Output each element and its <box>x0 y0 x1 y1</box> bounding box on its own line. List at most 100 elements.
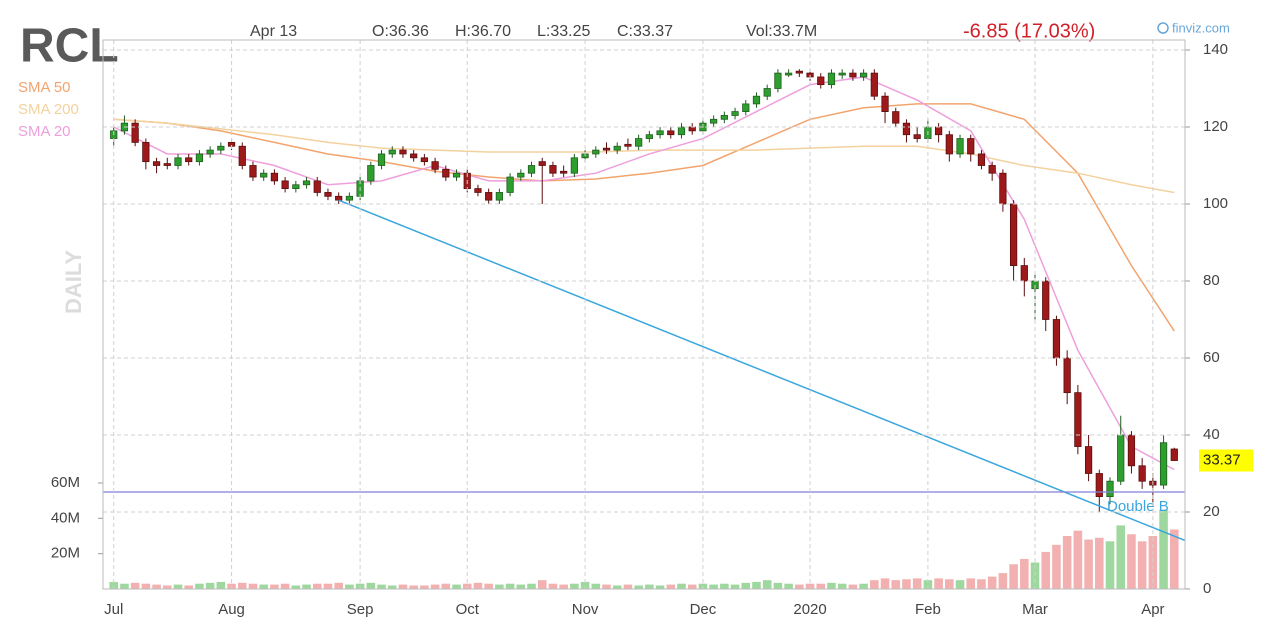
candle-body <box>377 153 386 166</box>
candle-body <box>335 195 343 201</box>
volume-bar <box>1095 537 1104 589</box>
candle-body <box>570 157 578 174</box>
sma-legend: SMA 200 <box>18 101 79 118</box>
volume-bar <box>323 583 333 589</box>
volume-bar <box>537 580 547 589</box>
x-tick-label: Nov <box>572 601 599 618</box>
volume-bar <box>505 583 515 589</box>
y-tick-label: 20 <box>1203 503 1220 520</box>
candle-body <box>881 95 889 112</box>
trendline <box>338 199 1185 542</box>
candle-body <box>945 134 953 155</box>
change: -6.85 (17.03%) <box>963 20 1095 42</box>
volume-bar <box>1041 551 1051 589</box>
candle-body <box>870 72 878 97</box>
volume-bar <box>1020 558 1029 589</box>
volume-bar <box>516 584 526 589</box>
volume-bar <box>559 584 568 589</box>
volume-bar <box>398 584 408 589</box>
volume-bar <box>902 579 911 589</box>
candle-body <box>827 72 836 86</box>
volume-bar <box>741 582 751 589</box>
volume-bar <box>784 583 793 589</box>
candle-body <box>902 122 911 136</box>
candle-body <box>560 170 568 174</box>
volume-bar <box>216 581 226 589</box>
volume-bar <box>795 584 804 589</box>
candle-body <box>602 147 611 151</box>
sma-legend: SMA 50 <box>18 79 71 96</box>
volume-bar <box>634 585 643 589</box>
candle-body <box>485 192 493 201</box>
candle-body <box>163 163 171 166</box>
volume-bar <box>270 584 279 589</box>
candle-body <box>635 138 643 147</box>
volume-bar <box>987 576 997 589</box>
candle-body <box>1170 448 1178 461</box>
candle-body <box>785 72 793 76</box>
volume-bar <box>205 582 215 589</box>
candle-body <box>292 184 300 189</box>
candle-body <box>195 153 204 163</box>
volume-bar <box>580 581 590 589</box>
y-tick-label: 140 <box>1203 41 1228 58</box>
x-tick-label: Aug <box>218 601 245 618</box>
y-tick-label: 60 <box>1203 349 1220 366</box>
open: O:36.36 <box>372 23 429 40</box>
volume-bar <box>334 582 343 589</box>
candle-body <box>442 168 450 178</box>
candle-body <box>1052 319 1061 359</box>
candle-body <box>474 188 482 193</box>
volume-tick-label: 20M <box>51 545 80 562</box>
volume-bar <box>473 582 483 589</box>
sma-line <box>113 76 1175 471</box>
volume-bar <box>602 584 611 589</box>
volume-bar <box>420 585 429 589</box>
candle-body <box>313 180 321 193</box>
volume-bar <box>859 583 868 589</box>
x-tick-label: Jul <box>104 601 123 618</box>
volume-bar <box>312 583 322 589</box>
volume-bar <box>891 580 901 589</box>
volume-bar <box>366 582 376 589</box>
volume-bar <box>623 584 633 589</box>
volume: Vol:33.7M <box>746 23 817 40</box>
candle-body <box>774 72 782 89</box>
volume-bar <box>162 585 172 589</box>
volume-bar <box>752 581 761 589</box>
volume-bar <box>1062 536 1072 589</box>
volume-bar <box>452 584 461 589</box>
volume-bar <box>1170 529 1179 589</box>
volume-bar <box>1116 525 1126 589</box>
candle-body <box>763 88 771 97</box>
candle-body <box>420 157 428 163</box>
candle-body <box>206 149 214 155</box>
volume-bar <box>409 585 418 589</box>
volume-bar <box>130 582 140 589</box>
x-tick-label: Oct <box>456 601 480 618</box>
candle-body <box>1084 446 1093 474</box>
source-icon <box>1157 22 1169 34</box>
volume-bar <box>666 584 676 589</box>
volume-bar <box>645 584 654 589</box>
volume-bar <box>966 578 976 589</box>
period: DAILY <box>61 250 86 314</box>
volume-bar <box>141 583 151 589</box>
low: L:33.25 <box>537 23 590 40</box>
price-label: 33.37 <box>1203 451 1241 468</box>
sma-line <box>113 103 1175 332</box>
candle-body <box>967 138 975 155</box>
candle-body <box>1138 465 1146 482</box>
candle-body <box>1063 357 1071 394</box>
candle-body <box>174 157 182 166</box>
candle-body <box>860 72 868 78</box>
volume-bar <box>687 584 697 589</box>
volume-bar <box>612 585 622 589</box>
price-label-box <box>1199 449 1253 472</box>
candle-body <box>399 149 407 155</box>
volume-bar <box>548 583 558 589</box>
sma-legend: SMA 20 <box>18 123 71 140</box>
volume-bar <box>880 578 890 589</box>
volume-bar <box>377 584 386 589</box>
